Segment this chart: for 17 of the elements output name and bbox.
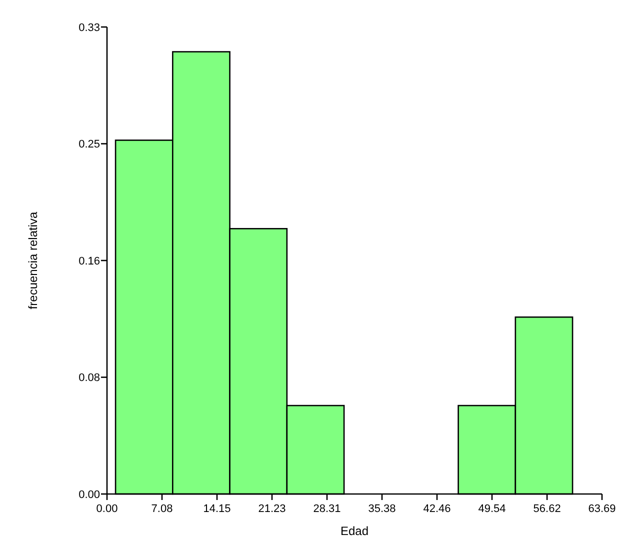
y-tick-label: 0.00	[78, 488, 100, 501]
x-tick-label: 42.46	[423, 503, 451, 515]
x-tick-label: 7.08	[151, 503, 173, 515]
x-tick-label: 28.31	[313, 503, 341, 515]
y-axis-title: frecuencia relativa	[26, 211, 40, 310]
x-tick-label: 21.23	[258, 503, 286, 515]
x-tick-label: 35.38	[368, 503, 396, 515]
x-tick-label: 0.00	[96, 503, 118, 515]
x-tick-label: 56.62	[533, 503, 561, 515]
x-tick-label: 14.15	[203, 503, 231, 515]
y-tick-label: 0.25	[78, 138, 100, 151]
y-tick-label: 0.08	[78, 372, 100, 384]
x-tick-label: 63.69	[588, 503, 616, 515]
x-axis-title: Edad	[340, 524, 369, 538]
y-tick-label: 0.16	[78, 255, 100, 268]
x-tick-label: 49.54	[478, 503, 506, 515]
y-tick-label: 0.33	[78, 22, 100, 34]
